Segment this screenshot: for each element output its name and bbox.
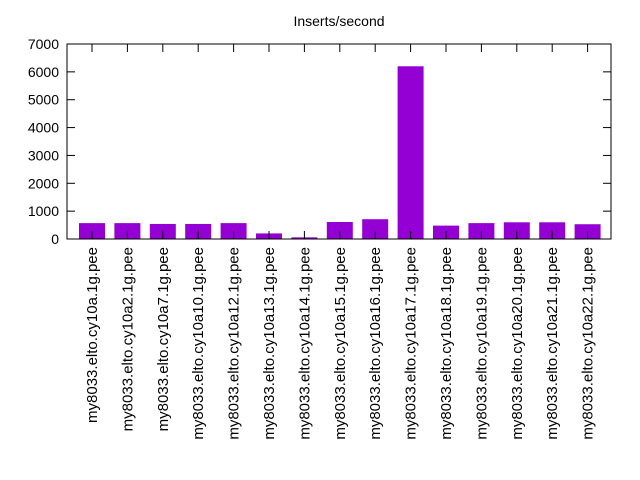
y-tick-label: 5000: [28, 92, 59, 108]
chart-title: Inserts/second: [293, 13, 384, 29]
x-tick-label: my8033.elto.cy10a19.1g.pee: [473, 247, 490, 440]
x-tick-label: my8033.elto.cy10a20.1g.pee: [509, 247, 526, 440]
x-tick-label: my8033.elto.cy10a13.1g.pee: [261, 247, 278, 440]
y-tick-label: 3000: [28, 147, 59, 163]
y-tick-label: 0: [51, 231, 59, 247]
y-tick-label: 7000: [28, 36, 59, 52]
bar: [362, 219, 389, 239]
x-tick-label: my8033.elto.cy10a22.1g.pee: [580, 247, 597, 440]
x-tick-label: my8033.elto.cy10a16.1g.pee: [367, 247, 384, 440]
bars-group: [79, 66, 601, 240]
y-tick-label: 1000: [28, 203, 59, 219]
x-tick-label: my8033.elto.cy10a2.1g.pee: [119, 247, 136, 431]
bar: [326, 222, 353, 239]
plot-frame: [66, 43, 612, 240]
y-axis: 0 1000 2000 3000 4000 5000 6000 7000: [28, 36, 611, 247]
x-axis: my8033.elto.cy10a.1g.pee my8033.elto.cy10…: [84, 44, 597, 440]
bar: [539, 222, 566, 239]
x-tick-label: my8033.elto.cy10a14.1g.pee: [296, 247, 313, 440]
x-tick-label: my8033.elto.cy10a7.1g.pee: [155, 247, 172, 431]
y-tick-label: 2000: [28, 175, 59, 191]
x-tick-label: my8033.elto.cy10a17.1g.pee: [403, 247, 420, 440]
y-tick-label: 4000: [28, 120, 59, 136]
bar: [397, 66, 424, 240]
x-tick-label: my8033.elto.cy10a21.1g.pee: [544, 247, 561, 440]
bar: [503, 222, 530, 239]
x-tick-label: my8033.elto.cy10a.1g.pee: [84, 247, 101, 423]
x-tick-label: my8033.elto.cy10a10.1g.pee: [190, 247, 207, 440]
x-tick-label: my8033.elto.cy10a12.1g.pee: [226, 247, 243, 440]
x-tick-label: my8033.elto.cy10a18.1g.pee: [438, 247, 455, 440]
x-tick-label: my8033.elto.cy10a15.1g.pee: [332, 247, 349, 440]
y-tick-label: 6000: [28, 64, 59, 80]
